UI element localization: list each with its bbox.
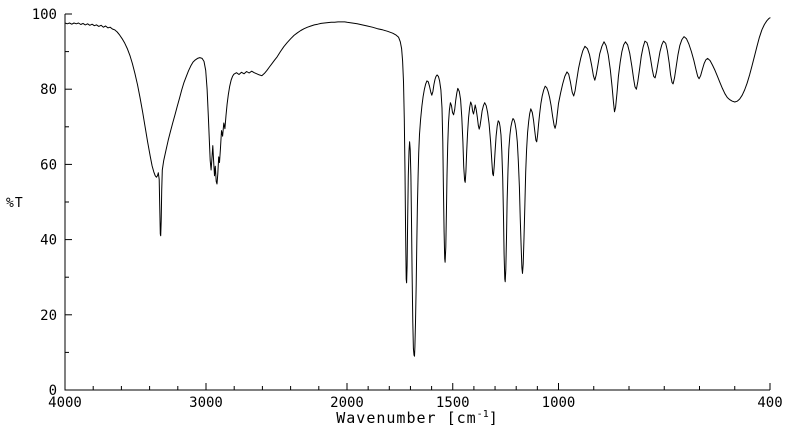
x-axis-title-suffix: ] bbox=[488, 409, 499, 427]
x-tick-label: 1500 bbox=[436, 395, 470, 411]
y-tick-label: 80 bbox=[40, 82, 57, 98]
spectrum-line bbox=[64, 17, 771, 357]
x-axis-title-superscript: -1 bbox=[476, 409, 489, 420]
y-tick-label: 20 bbox=[40, 308, 57, 324]
y-tick-label: 60 bbox=[40, 157, 57, 173]
x-tick-label: 2000 bbox=[330, 395, 364, 411]
x-tick-label: 1000 bbox=[542, 395, 576, 411]
x-tick-label: 4000 bbox=[48, 395, 82, 411]
y-tick-label: 0 bbox=[49, 383, 57, 399]
y-tick-label: 40 bbox=[40, 233, 57, 249]
y-tick-label: 100 bbox=[32, 7, 57, 23]
x-tick-label: 400 bbox=[757, 395, 782, 411]
x-tick-label: 3000 bbox=[189, 395, 223, 411]
y-axis-title: %T bbox=[6, 196, 24, 211]
x-axis-title: Wavenumber [cm-1] bbox=[65, 409, 770, 427]
x-axis-title-text: Wavenumber [cm bbox=[336, 409, 477, 427]
